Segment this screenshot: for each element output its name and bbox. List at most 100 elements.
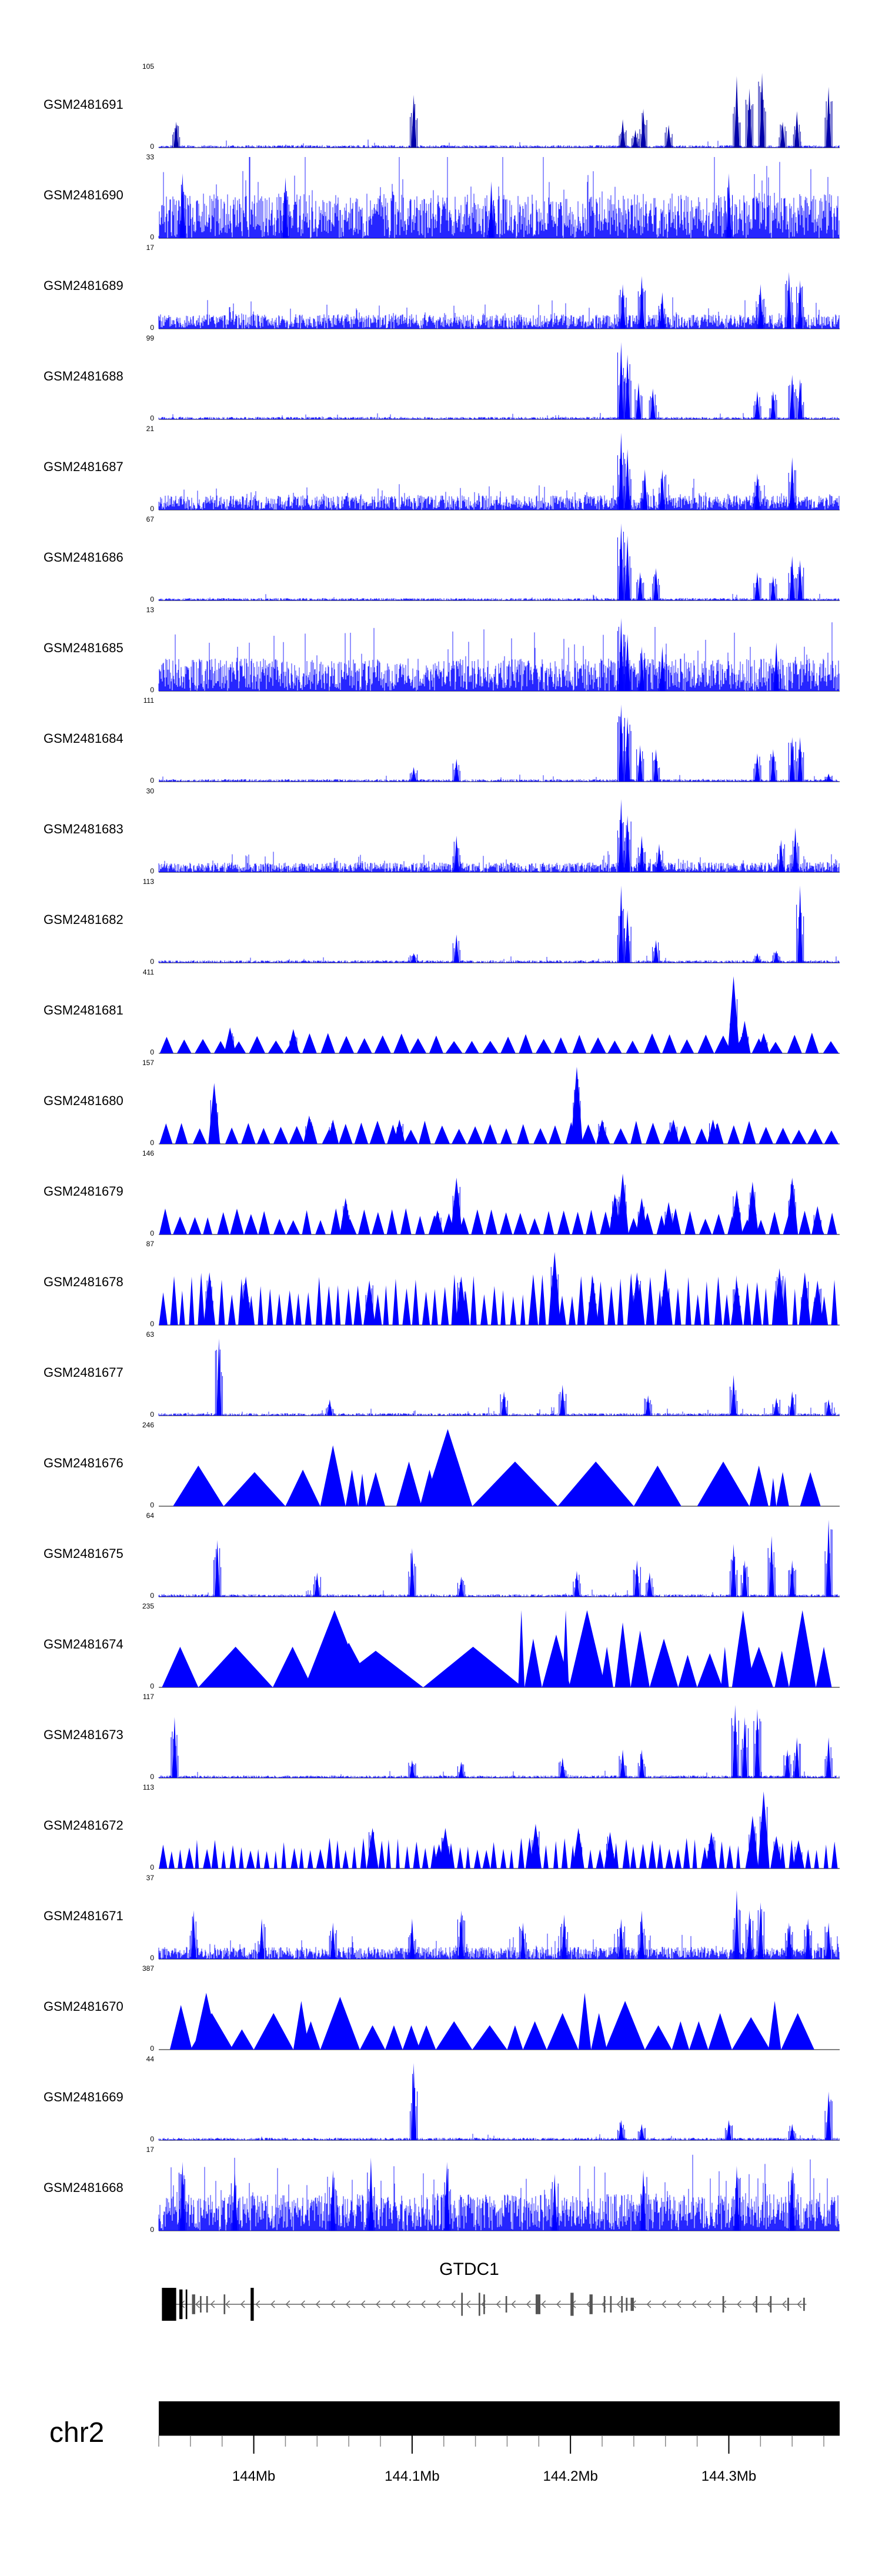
signal-triangle	[768, 1042, 783, 1053]
track-GSM2481688: GSM2481688 99 0	[44, 334, 840, 422]
strand-arrow	[526, 2300, 531, 2308]
signal-peak	[746, 1816, 759, 1868]
signal-triangle	[787, 1035, 802, 1053]
signal-peak	[631, 1272, 643, 1325]
signal-triangle	[605, 2001, 645, 2050]
track-GSM2481677: GSM2481677 63 0	[44, 1330, 840, 1419]
signal-triangle	[189, 1276, 195, 1325]
signal-triangle	[743, 1282, 751, 1325]
signal-triangle	[633, 1466, 681, 1506]
signal-triangle	[630, 1846, 637, 1868]
signal-triangle	[263, 1851, 270, 1868]
track-GSM2481691: GSM2481691 105 0	[44, 62, 840, 151]
signal-triangle	[816, 1647, 832, 1687]
signal-triangle	[792, 1289, 798, 1325]
strand-arrow	[466, 2300, 471, 2308]
signal-triangle	[600, 1647, 613, 1687]
signal-triangle	[614, 1622, 631, 1687]
signal-triangle	[799, 1210, 811, 1234]
strand-arrow	[676, 2300, 681, 2308]
strand-arrow	[511, 2300, 516, 2308]
signal-triangle	[607, 1286, 616, 1325]
strand-arrow	[797, 2300, 802, 2308]
signal-triangle	[203, 1217, 213, 1234]
signal-triangle	[695, 1128, 709, 1144]
track-max-label: 105	[142, 62, 154, 71]
gene-exon	[200, 2296, 202, 2313]
track-GSM2481685: GSM2481685 13 0	[44, 606, 840, 694]
gene-exon	[770, 2296, 772, 2313]
signal-triangle	[445, 1041, 463, 1053]
signal-triangle	[188, 1217, 202, 1234]
gene-exon	[206, 2296, 208, 2313]
strand-arrow	[285, 2300, 290, 2308]
track-max-label: 30	[146, 787, 155, 795]
track-GSM2481670: GSM2481670 387 0	[44, 1964, 840, 2053]
track-min-label: 0	[150, 1863, 154, 1871]
signal-triangle	[769, 1212, 780, 1234]
signal-triangle	[423, 1429, 473, 1506]
signal-triangle	[553, 1841, 559, 1868]
gene-exon	[589, 2294, 593, 2314]
signal-triangle	[239, 1847, 244, 1868]
signal-triangle	[626, 1040, 640, 1053]
strand-arrow	[210, 2300, 215, 2308]
track-label: GSM2481683	[44, 822, 123, 836]
signal-triangle	[472, 2025, 507, 2050]
signal-triangle	[490, 1842, 497, 1868]
strand-arrow	[751, 2300, 757, 2308]
track-GSM2481678: GSM2481678 87 0	[44, 1240, 840, 1328]
gene-track: GTDC1	[162, 2260, 807, 2321]
signal-triangle	[386, 1839, 391, 1868]
track-signal	[158, 955, 840, 963]
track-min-label: 0	[150, 142, 154, 151]
signal-triangle	[708, 2013, 732, 2050]
track-GSM2481674: GSM2481674 235 0	[44, 1602, 840, 1690]
strand-arrow	[451, 2300, 456, 2308]
signal-triangle	[744, 1647, 773, 1687]
track-min-label: 0	[150, 414, 154, 422]
signal-triangle	[680, 1039, 694, 1053]
gene-exon	[610, 2296, 612, 2313]
gene-exon	[603, 2296, 606, 2313]
track-label: GSM2481685	[44, 640, 123, 655]
track-min-label: 0	[150, 2044, 154, 2053]
signal-triangle	[256, 1848, 260, 1868]
signal-triangle	[266, 1289, 273, 1325]
strand-arrow	[781, 2300, 787, 2308]
signal-triangle	[393, 1033, 410, 1053]
signal-triangle	[569, 1610, 606, 1687]
signal-triangle	[316, 1848, 325, 1868]
signal-triangle	[490, 1286, 498, 1325]
signal-triangle	[674, 1848, 681, 1868]
track-min-label: 0	[150, 233, 154, 241]
signal-triangle	[258, 1286, 263, 1325]
signal-triangle	[178, 1849, 183, 1868]
track-GSM2481679: GSM2481679 146 0	[44, 1149, 840, 1237]
signal-triangle	[561, 1838, 568, 1868]
signal-triangle	[230, 1209, 244, 1234]
signal-triangle	[352, 1846, 357, 1868]
signal-triangle	[342, 1850, 349, 1868]
track-label: GSM2481668	[44, 2180, 123, 2195]
signal-triangle	[173, 1216, 188, 1234]
chromosome-label: chr2	[49, 2417, 104, 2448]
track-max-label: 157	[142, 1059, 154, 1067]
signal-triangle	[320, 1445, 346, 1506]
signal-triangle	[290, 1848, 298, 1868]
strand-arrow	[390, 2300, 396, 2308]
signal-triangle	[719, 1841, 725, 1868]
track-max-label: 99	[146, 334, 155, 342]
signal-triangle	[678, 1125, 691, 1144]
track-GSM2481673: GSM2481673 117 0	[44, 1693, 840, 1781]
signal-triangle	[781, 2013, 814, 2050]
signal-triangle	[590, 1037, 606, 1053]
track-label: GSM2481673	[44, 1727, 123, 1742]
strand-arrow	[420, 2300, 426, 2308]
signal-triangle	[800, 1472, 821, 1506]
track-max-label: 111	[143, 696, 155, 705]
signal-triangle	[185, 1847, 194, 1868]
signal-triangle	[372, 1212, 385, 1234]
signal-triangle	[823, 1041, 839, 1053]
signal-triangle	[510, 1296, 517, 1325]
